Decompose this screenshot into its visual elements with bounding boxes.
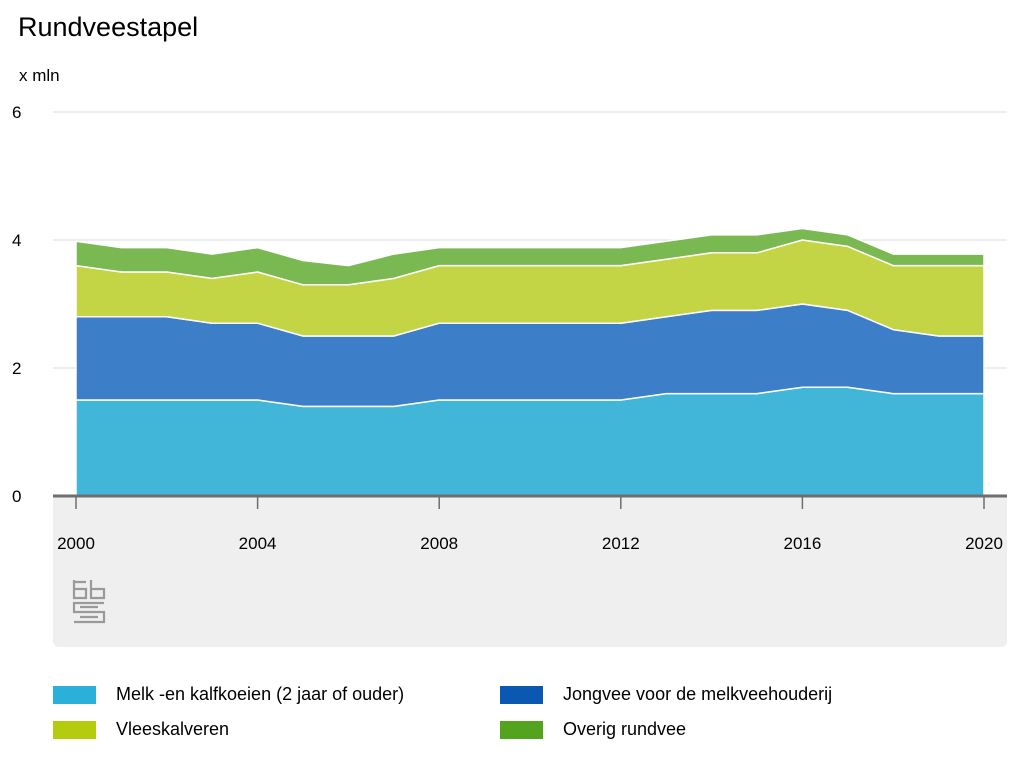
x-tick-label: 2000 xyxy=(57,534,95,553)
legend-item-0[interactable]: Melk -en kalfkoeien (2 jaar of ouder) xyxy=(53,684,404,705)
legend-label: Melk -en kalfkoeien (2 jaar of ouder) xyxy=(116,684,405,704)
y-axis-unit-label: x mln xyxy=(19,66,60,85)
legend-swatch xyxy=(500,720,543,739)
axes: 0 2 4 6 2000 2004 2008 2012 2016 2020 xyxy=(12,103,1007,553)
legend-label: Vleeskalveren xyxy=(116,719,230,739)
legend-label: Jongvee voor de melkveehouderij xyxy=(563,684,833,704)
legend-item-3[interactable]: Overig rundvee xyxy=(500,719,686,740)
legend-swatch xyxy=(53,720,96,739)
x-tick-label: 2004 xyxy=(239,534,277,553)
stacked-area-chart: 0 2 4 6 2000 2004 2008 2012 2016 2020 xyxy=(12,103,1007,553)
legend-item-1[interactable]: Jongvee voor de melkveehouderij xyxy=(500,684,832,705)
y-tick-label: 2 xyxy=(12,359,21,378)
area-series xyxy=(75,227,985,497)
x-tick-label: 2012 xyxy=(602,534,640,553)
x-tick-label: 2016 xyxy=(783,534,821,553)
chart-footer-panel xyxy=(53,497,1007,647)
y-tick-label: 6 xyxy=(12,103,21,122)
chart-title: Rundveestapel xyxy=(18,12,199,42)
legend-swatch xyxy=(53,685,96,704)
area-series-0 xyxy=(75,386,985,497)
legend-item-2[interactable]: Vleeskalveren xyxy=(53,719,229,740)
area-series-3 xyxy=(75,227,985,286)
cbs-logo-icon xyxy=(72,580,106,624)
y-tick-label: 4 xyxy=(12,231,21,250)
legend-label: Overig rundvee xyxy=(563,719,687,739)
legend-swatch xyxy=(500,685,543,704)
x-tick-label: 2008 xyxy=(420,534,458,553)
x-tick-label: 2020 xyxy=(965,534,1003,553)
y-tick-label: 0 xyxy=(12,487,21,506)
legend: Melk -en kalfkoeien (2 jaar of ouder) Jon… xyxy=(53,684,1013,754)
